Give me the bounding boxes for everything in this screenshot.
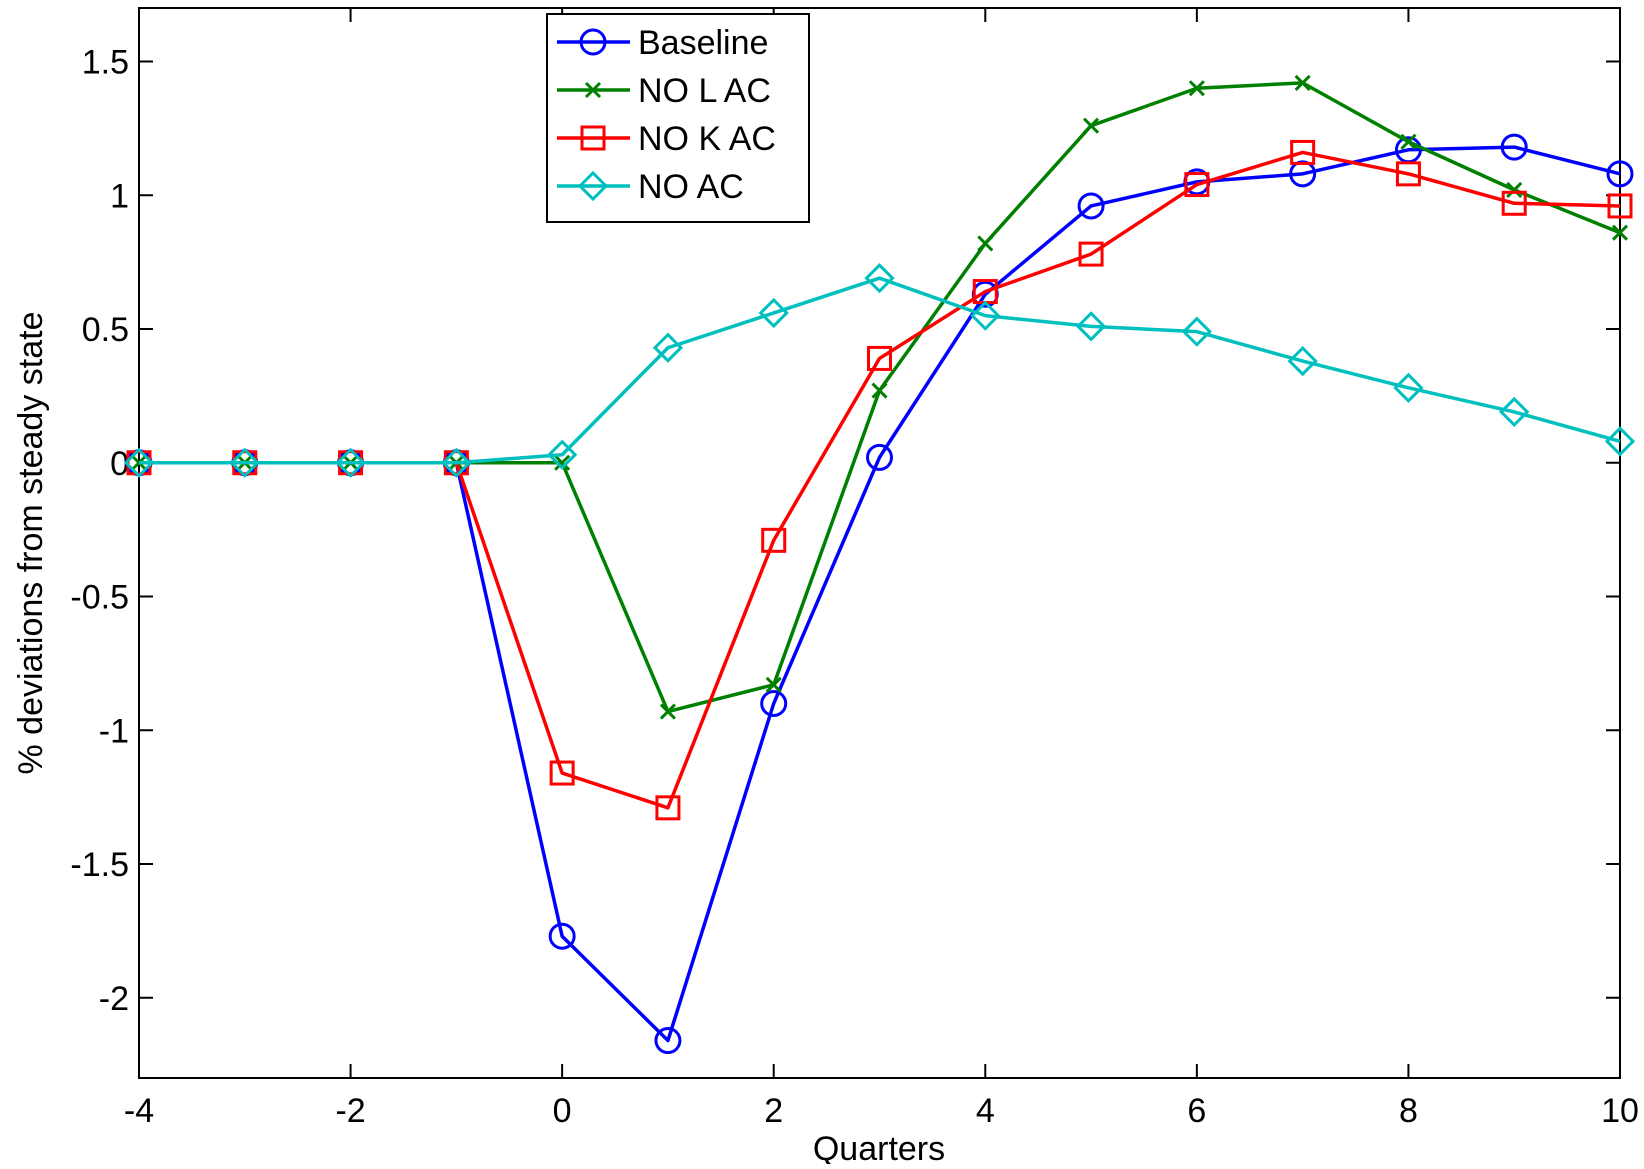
data-point bbox=[1294, 74, 1311, 91]
legend-item: NO L AC bbox=[557, 72, 771, 110]
data-point bbox=[970, 300, 1001, 331]
data-point bbox=[1501, 190, 1527, 216]
axis-tick-labels: -4 -2 0 2 4 6 8 10 -2 -1.5 -1 -0.5 0 0.5 1 1.5 bbox=[70, 44, 1639, 1131]
legend-label: NO L AC bbox=[638, 72, 771, 110]
x-tick-label: 0 bbox=[553, 1092, 572, 1130]
data-point bbox=[1506, 181, 1523, 198]
data-point bbox=[1500, 133, 1528, 161]
data-point bbox=[652, 332, 684, 363]
plot-area bbox=[138, 7, 1621, 1079]
data-point bbox=[654, 1027, 682, 1055]
legend-label: NO K AC bbox=[638, 120, 776, 158]
data-point bbox=[1607, 193, 1633, 219]
data-point bbox=[1083, 117, 1100, 134]
data-point bbox=[867, 345, 892, 371]
data-point bbox=[554, 454, 571, 471]
series-no-ac bbox=[123, 263, 1636, 478]
data-point bbox=[1289, 160, 1317, 188]
data-point bbox=[1611, 224, 1629, 241]
x-tick-label: 4 bbox=[976, 1092, 995, 1130]
x-tick-label: 10 bbox=[1601, 1092, 1639, 1130]
y-tick-label: 0.5 bbox=[82, 311, 129, 349]
data-point bbox=[1077, 192, 1105, 220]
data-point bbox=[1606, 160, 1634, 188]
y-axis-title: % deviations from steady state bbox=[12, 311, 50, 774]
legend-marker bbox=[579, 28, 607, 56]
data-point bbox=[1499, 396, 1530, 428]
legend-label: Baseline bbox=[638, 24, 768, 62]
data-point bbox=[1395, 161, 1421, 187]
y-tick-label: -1.5 bbox=[70, 846, 129, 884]
data-point bbox=[229, 447, 260, 478]
x-tick-label: -2 bbox=[335, 1092, 365, 1130]
legend-marker bbox=[584, 81, 602, 99]
data-point bbox=[123, 447, 155, 478]
data-point bbox=[1184, 172, 1210, 198]
data-point bbox=[1188, 80, 1205, 97]
data-point bbox=[765, 676, 782, 693]
data-point bbox=[1287, 345, 1318, 377]
x-axis-title: Quarters bbox=[813, 1130, 945, 1164]
legend-item: Baseline bbox=[557, 24, 768, 62]
data-point bbox=[655, 795, 681, 821]
data-point bbox=[864, 263, 895, 294]
legend-label: NO AC bbox=[638, 168, 744, 206]
data-point bbox=[760, 690, 788, 717]
data-point bbox=[1393, 372, 1424, 403]
legend-marker bbox=[577, 170, 609, 202]
x-tick-label: 8 bbox=[1399, 1092, 1418, 1130]
data-point bbox=[548, 922, 576, 950]
y-tick-label: -0.5 bbox=[70, 579, 129, 617]
legend-marker bbox=[580, 125, 606, 151]
data-point bbox=[335, 447, 366, 478]
legend-item: NO K AC bbox=[557, 120, 776, 158]
y-tick-label: 1 bbox=[110, 177, 129, 215]
data-point bbox=[758, 297, 789, 329]
data-point bbox=[1078, 241, 1104, 267]
data-point bbox=[1290, 139, 1316, 165]
data-point bbox=[761, 527, 787, 553]
y-tick-label: 0 bbox=[110, 445, 129, 483]
series-line bbox=[139, 276, 1621, 465]
y-tick-label: 1.5 bbox=[82, 44, 129, 82]
legend: Baseline NO L AC NO K AC NO AC bbox=[546, 13, 810, 223]
x-tick-label: 6 bbox=[1187, 1092, 1206, 1130]
data-point bbox=[866, 443, 893, 471]
y-tick-label: -1 bbox=[99, 712, 129, 750]
x-tick-label: 2 bbox=[764, 1092, 783, 1130]
series-layer bbox=[123, 74, 1636, 1055]
data-point bbox=[1181, 316, 1212, 347]
data-point bbox=[547, 439, 578, 470]
data-point bbox=[1075, 311, 1107, 342]
data-point bbox=[1400, 133, 1417, 150]
data-point bbox=[441, 447, 472, 478]
x-tick-label: -4 bbox=[124, 1092, 154, 1130]
data-point bbox=[1604, 426, 1636, 457]
data-point bbox=[977, 235, 994, 252]
legend-item: NO AC bbox=[557, 168, 744, 206]
data-point bbox=[659, 703, 676, 720]
y-tick-label: -2 bbox=[99, 980, 129, 1018]
data-point bbox=[549, 760, 575, 786]
data-point bbox=[871, 382, 888, 399]
